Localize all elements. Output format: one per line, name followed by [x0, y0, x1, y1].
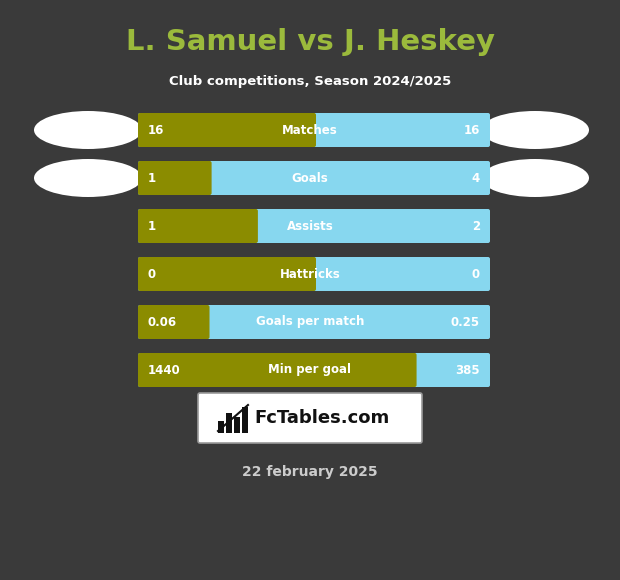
Text: 0: 0: [472, 267, 480, 281]
FancyBboxPatch shape: [138, 113, 316, 147]
FancyBboxPatch shape: [138, 209, 258, 243]
FancyBboxPatch shape: [198, 393, 422, 443]
Text: 1440: 1440: [148, 364, 181, 376]
Text: Goals per match: Goals per match: [256, 316, 364, 328]
FancyBboxPatch shape: [138, 257, 490, 291]
Text: Assists: Assists: [286, 219, 334, 233]
Text: 0.25: 0.25: [451, 316, 480, 328]
Text: 2: 2: [472, 219, 480, 233]
Text: 4: 4: [472, 172, 480, 184]
Bar: [234, 417, 240, 433]
Bar: [242, 407, 248, 433]
Ellipse shape: [481, 159, 589, 197]
Ellipse shape: [34, 111, 142, 149]
FancyBboxPatch shape: [138, 305, 490, 339]
Text: Hattricks: Hattricks: [280, 267, 340, 281]
Text: 0.06: 0.06: [148, 316, 177, 328]
FancyBboxPatch shape: [138, 305, 210, 339]
Text: Club competitions, Season 2024/2025: Club competitions, Season 2024/2025: [169, 75, 451, 89]
Text: 0: 0: [148, 267, 156, 281]
Ellipse shape: [481, 111, 589, 149]
FancyBboxPatch shape: [138, 209, 490, 243]
Ellipse shape: [34, 159, 142, 197]
Text: 16: 16: [464, 124, 480, 136]
FancyBboxPatch shape: [138, 353, 417, 387]
Text: 385: 385: [455, 364, 480, 376]
FancyBboxPatch shape: [138, 161, 490, 195]
Bar: [218, 421, 224, 433]
Text: Goals: Goals: [291, 172, 329, 184]
Text: 1: 1: [148, 172, 156, 184]
Text: 1: 1: [148, 219, 156, 233]
Text: Matches: Matches: [282, 124, 338, 136]
Text: 16: 16: [148, 124, 164, 136]
FancyBboxPatch shape: [138, 113, 490, 147]
FancyBboxPatch shape: [138, 257, 316, 291]
Text: Min per goal: Min per goal: [268, 364, 352, 376]
Text: L. Samuel vs J. Heskey: L. Samuel vs J. Heskey: [125, 28, 495, 56]
FancyBboxPatch shape: [138, 353, 490, 387]
Text: 22 february 2025: 22 february 2025: [242, 465, 378, 479]
FancyBboxPatch shape: [138, 161, 211, 195]
Text: FcTables.com: FcTables.com: [254, 409, 389, 427]
Bar: [226, 413, 232, 433]
